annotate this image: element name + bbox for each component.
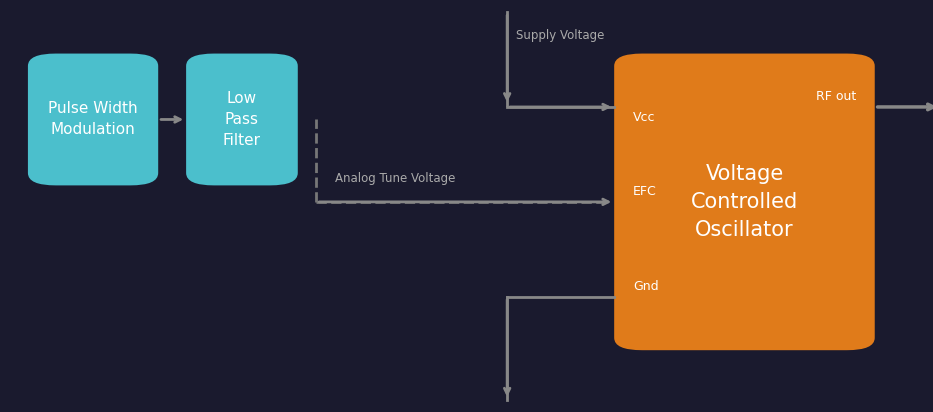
Text: Supply Voltage: Supply Voltage [517,29,605,42]
Text: Gnd: Gnd [633,280,659,293]
FancyBboxPatch shape [28,54,159,185]
Text: Analog Tune Voltage: Analog Tune Voltage [335,172,455,185]
FancyBboxPatch shape [186,54,298,185]
Text: EFC: EFC [633,185,657,198]
Text: RF out: RF out [815,90,856,103]
FancyBboxPatch shape [614,54,875,350]
Text: Vcc: Vcc [633,111,655,124]
Text: Pulse Width
Modulation: Pulse Width Modulation [49,101,138,138]
Text: Voltage
Controlled
Oscillator: Voltage Controlled Oscillator [690,164,798,240]
Text: Low
Pass
Filter: Low Pass Filter [223,91,261,148]
